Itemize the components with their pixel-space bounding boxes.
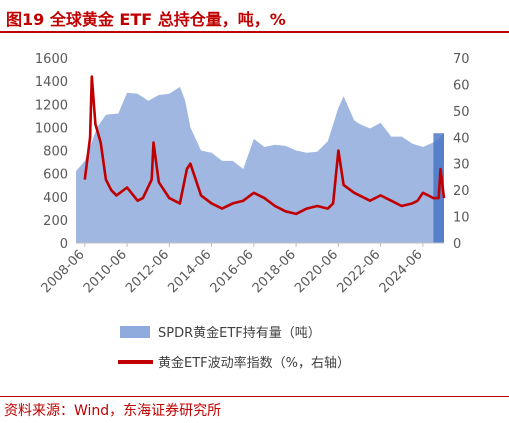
x-tick-label: 2010-06: [81, 247, 130, 296]
x-tick-label: 2022-06: [334, 247, 383, 296]
y-right-tick-label: 30: [453, 158, 470, 173]
y-left-tick-label: 400: [43, 191, 68, 206]
x-tick-label: 2008-06: [39, 247, 88, 296]
y-right-tick-label: 70: [453, 52, 470, 67]
y-right-tick-label: 20: [453, 184, 470, 199]
volatility-line: [83, 75, 446, 216]
y-right-tick-label: 50: [453, 105, 470, 120]
chart-title: 图19 全球黄金 ETF 总持仓量，吨，%: [6, 10, 286, 29]
y-left-tick-label: 0: [60, 237, 68, 252]
y-left-tick-label: 1600: [35, 52, 68, 67]
holdings-area-layer: [76, 86, 444, 244]
x-tick-label: 2024-06: [377, 247, 426, 296]
x-tick-label: 2020-06: [292, 247, 341, 296]
source-note: 资料来源：Wind，东海证券研究所: [4, 403, 222, 419]
x-tick-label: 2016-06: [208, 247, 257, 296]
y-left-tick-label: 600: [43, 168, 68, 183]
volatility-line-layer: [83, 75, 446, 216]
y-left-tick-label: 1000: [35, 121, 68, 136]
y-right-tick-label: 40: [453, 131, 470, 146]
holdings-area: [76, 86, 444, 244]
y-right-tick-label: 10: [453, 211, 470, 226]
y-right-tick-label: 0: [453, 237, 461, 252]
x-tick-label: 2018-06: [250, 247, 299, 296]
x-tick-label: 2014-06: [165, 247, 214, 296]
legend-holdings-swatch: [120, 326, 150, 338]
y-right-tick-label: 60: [453, 78, 470, 93]
legend-holdings-label: SPDR黄金ETF持有量（吨）: [158, 325, 321, 341]
y-left-tick-label: 1200: [35, 98, 68, 113]
legend-volatility-label: 黄金ETF波动率指数（%，右轴）: [158, 355, 350, 371]
title-rule: [0, 31, 509, 33]
y-left-tick-label: 200: [43, 214, 68, 229]
legend: SPDR黄金ETF持有量（吨） 黄金ETF波动率指数（%，右轴）: [118, 325, 350, 371]
y-left-tick-label: 800: [43, 145, 68, 160]
y-left-tick-label: 1400: [35, 75, 68, 90]
source-rule: [0, 396, 509, 397]
x-tick-label: 2012-06: [123, 247, 172, 296]
